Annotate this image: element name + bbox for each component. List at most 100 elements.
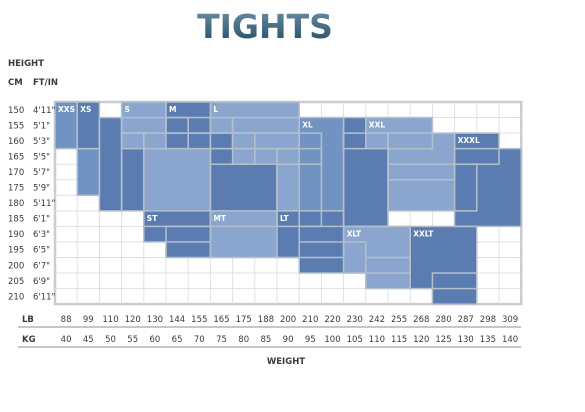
height-ftin-label: 5'9" xyxy=(33,184,50,194)
size-zone-outline-xxl xyxy=(387,163,478,212)
weight-kg-label: 65 xyxy=(172,335,183,345)
ftin-header: FT/IN xyxy=(33,78,58,88)
size-label-xxs: XXS xyxy=(58,105,75,114)
kg-axis-label: KG xyxy=(22,335,36,345)
size-zone-xxs xyxy=(77,148,100,196)
height-ftin-label: 5'11" xyxy=(33,199,56,209)
height-cm-label: 165 xyxy=(8,152,24,162)
weight-kg-label: 130 xyxy=(458,335,474,345)
size-label-l: L xyxy=(213,105,218,114)
size-zone-outline-xxlt xyxy=(409,225,478,290)
size-zone-outline-mt xyxy=(209,210,300,259)
weight-kg-label: 55 xyxy=(127,335,138,345)
chart-title: TIGHTS xyxy=(197,7,333,46)
weight-lb-label: 88 xyxy=(61,315,72,325)
height-cm-label: 190 xyxy=(8,230,24,240)
cm-header: CM xyxy=(8,78,23,88)
size-label-m: M xyxy=(169,105,176,114)
size-zone-outline-xxlt xyxy=(431,272,478,305)
weight-kg-label: 45 xyxy=(83,335,94,345)
size-label-s: S xyxy=(125,105,130,114)
weight-kg-label: 115 xyxy=(391,335,407,345)
height-ftin-label: 6'3" xyxy=(33,230,50,240)
weight-lb-label: 130 xyxy=(147,315,163,325)
weight-lb-label: 309 xyxy=(502,315,518,325)
weight-kg-label: 95 xyxy=(305,335,316,345)
size-label-xlt: XLT xyxy=(347,229,362,238)
height-ftin-label: 5'1" xyxy=(33,121,50,131)
size-zone-xs xyxy=(77,102,100,149)
weight-kg-label: 75 xyxy=(216,335,227,345)
weight-lb-label: 268 xyxy=(413,315,429,325)
height-cm-label: 160 xyxy=(8,137,24,147)
height-ftin-label: 6'9" xyxy=(33,277,50,287)
weight-kg-label: 50 xyxy=(105,335,116,345)
height-ftin-label: 4'11" xyxy=(33,106,56,116)
weight-lb-label: 175 xyxy=(236,315,252,325)
weight-kg-label: 100 xyxy=(324,335,340,345)
weight-kg-label: 70 xyxy=(194,335,205,345)
size-label-mt: MT xyxy=(213,214,226,223)
weight-lb-label: 120 xyxy=(125,315,141,325)
weight-lb-label: 144 xyxy=(169,315,185,325)
height-cm-label: 200 xyxy=(8,261,24,271)
weight-lb-label: 287 xyxy=(458,315,474,325)
plot-area: XXS XS S M L XL XXL XXXL ST MT LT XLT XXLT 150 4'11" 15… xyxy=(8,100,523,348)
weight-kg-label: 80 xyxy=(238,335,249,345)
height-ftin-label: 5'3" xyxy=(33,137,50,147)
weight-lb-label: 210 xyxy=(302,315,318,325)
weight-axis-title: WEIGHT xyxy=(267,357,305,367)
weight-lb-label: 99 xyxy=(83,315,94,325)
height-cm-label: 170 xyxy=(8,168,24,178)
weight-lb-label: 255 xyxy=(391,315,407,325)
weight-lb-label: 155 xyxy=(191,315,207,325)
height-ftin-label: 6'1" xyxy=(33,215,50,225)
height-cm-label: 175 xyxy=(8,184,24,194)
weight-lb-label: 220 xyxy=(324,315,340,325)
weight-kg-label: 120 xyxy=(413,335,429,345)
weight-lb-label: 230 xyxy=(347,315,363,325)
size-zone-xs xyxy=(99,117,122,211)
weight-kg-label: 85 xyxy=(260,335,271,345)
size-label-st: ST xyxy=(147,214,158,223)
height-cm-label: 155 xyxy=(8,121,24,131)
weight-kg-label: 105 xyxy=(347,335,363,345)
height-ftin-label: 5'5" xyxy=(33,152,50,162)
size-label-xxlt: XXLT xyxy=(413,229,434,238)
size-label-xs: XS xyxy=(80,105,91,114)
height-cm-label: 205 xyxy=(8,277,24,287)
size-label-xxxl: XXXL xyxy=(458,136,480,145)
size-zone-xxs xyxy=(55,102,78,149)
weight-kg-label: 125 xyxy=(435,335,451,345)
size-zone-xs xyxy=(121,133,144,211)
weight-lb-label: 242 xyxy=(369,315,385,325)
height-cm-label: 195 xyxy=(8,246,24,256)
height-cm-label: 210 xyxy=(8,292,24,302)
height-cm-label: 150 xyxy=(8,106,24,116)
weight-lb-label: 298 xyxy=(480,315,496,325)
weight-lb-label: 280 xyxy=(435,315,451,325)
size-label-lt: LT xyxy=(280,214,290,223)
height-cm-label: 185 xyxy=(8,215,24,225)
weight-kg-label: 90 xyxy=(283,335,294,345)
height-ftin-label: 6'11" xyxy=(33,292,56,302)
height-ftin-label: 5'7" xyxy=(33,168,50,178)
height-ftin-label: 6'5" xyxy=(33,246,50,256)
size-zone-outline-xxxl xyxy=(453,147,522,228)
weight-kg-label: 140 xyxy=(502,335,518,345)
height-cm-label: 180 xyxy=(8,199,24,209)
size-label-xl: XL xyxy=(302,121,313,130)
size-zone-xxxl xyxy=(454,148,522,227)
weight-lb-label: 200 xyxy=(280,315,296,325)
weight-kg-label: 135 xyxy=(480,335,496,345)
size-label-xxl: XXL xyxy=(369,121,386,130)
weight-lb-label: 165 xyxy=(213,315,229,325)
weight-kg-label: 60 xyxy=(149,335,160,345)
weight-kg-label: 40 xyxy=(61,335,72,345)
weight-lb-label: 110 xyxy=(102,315,118,325)
height-ftin-label: 6'7" xyxy=(33,261,50,271)
height-header: HEIGHT xyxy=(8,59,44,69)
weight-kg-label: 110 xyxy=(369,335,385,345)
weight-lb-label: 188 xyxy=(258,315,274,325)
